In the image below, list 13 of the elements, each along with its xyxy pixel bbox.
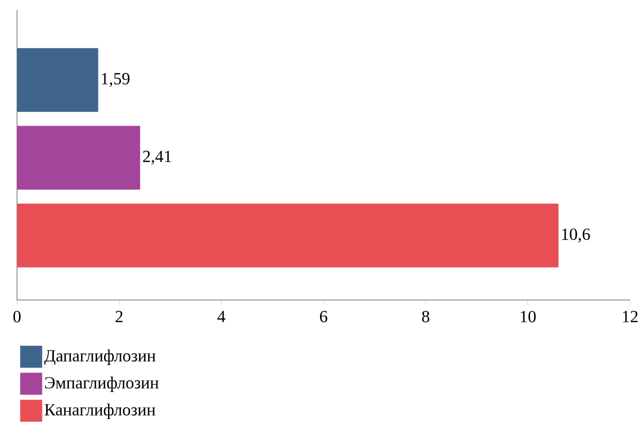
legend-label: Дапаглифлозин [44,350,156,365]
x-tick-label: 0 [13,310,21,322]
legend-label: Канаглифлозин [44,404,156,419]
x-tick-label: 12 [623,310,638,322]
x-tick-label: 8 [422,310,430,322]
data-label: 10,6 [562,228,590,242]
data-label: 1,59 [102,73,130,87]
x-tick-label: 6 [320,310,328,322]
x-tick-label: 10 [520,310,536,322]
x-tick-label: 2 [116,310,122,322]
x-tick-label: 4 [217,310,226,322]
legend-label: Эмпаглифлозин [45,376,159,392]
data-label: 2,41 [143,150,172,165]
